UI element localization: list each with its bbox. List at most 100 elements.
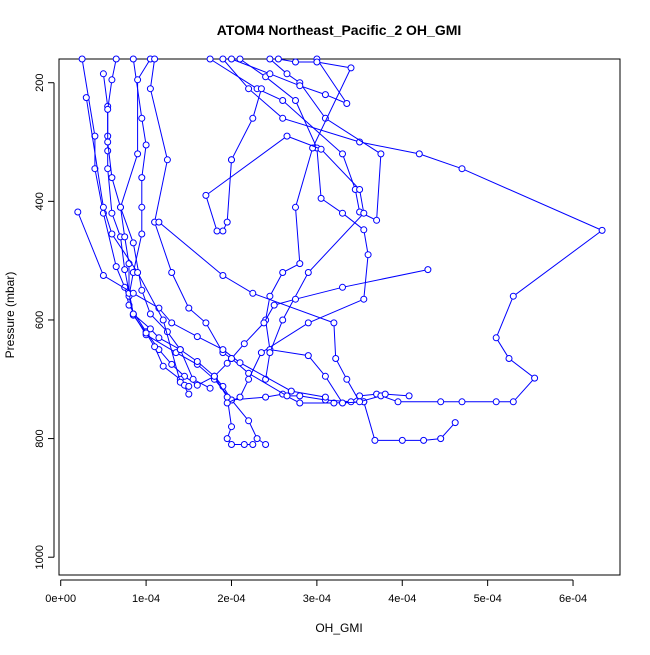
data-point	[356, 186, 364, 193]
data-point	[219, 227, 227, 235]
data-point	[168, 269, 176, 276]
data-point	[146, 85, 154, 93]
series-6	[146, 55, 606, 406]
series-line	[128, 58, 190, 395]
data-point	[168, 360, 176, 368]
data-point	[371, 436, 379, 444]
data-point	[304, 352, 312, 360]
data-point	[262, 393, 270, 401]
series-4	[125, 55, 193, 398]
data-point	[492, 398, 500, 406]
x-axis: 0e+00 1e-04 2e-04 3e-04 4e-04 5e-04 6e-04	[45, 579, 587, 605]
data-point	[129, 289, 137, 297]
data-point	[405, 392, 413, 400]
series-15	[228, 85, 265, 164]
series-10	[262, 55, 368, 407]
data-point	[509, 398, 517, 406]
data-point	[219, 55, 227, 63]
data-point	[420, 436, 428, 444]
series-layer	[74, 55, 606, 448]
data-point	[104, 147, 112, 155]
data-point	[121, 266, 129, 274]
data-point	[78, 55, 86, 63]
data-point	[228, 423, 235, 431]
data-point	[202, 319, 210, 327]
data-point	[249, 441, 257, 448]
data-point	[202, 191, 210, 199]
data-point	[356, 398, 364, 406]
data-point	[193, 333, 201, 341]
data-point	[347, 64, 355, 72]
series-5	[117, 55, 214, 392]
data-point	[228, 441, 235, 448]
data-point	[321, 393, 329, 401]
data-point	[279, 114, 287, 122]
data-point	[398, 436, 406, 444]
x-tick-label: 6e-04	[559, 593, 587, 605]
series-line	[149, 58, 604, 403]
data-point	[151, 343, 159, 351]
data-point	[185, 304, 193, 312]
data-point	[245, 417, 253, 425]
data-point	[245, 375, 253, 383]
y-tick-label: 800	[34, 429, 46, 447]
data-point	[142, 329, 150, 337]
data-point	[159, 316, 167, 324]
data-point	[108, 174, 116, 182]
data-point	[377, 150, 385, 158]
data-point	[364, 251, 372, 259]
series-2	[99, 70, 459, 444]
data-point	[138, 286, 146, 294]
data-point	[257, 85, 265, 93]
x-tick-label: 5e-04	[474, 593, 502, 605]
data-point	[138, 174, 146, 182]
data-point	[492, 334, 500, 342]
x-tick-label: 2e-04	[217, 593, 245, 605]
data-point	[213, 227, 221, 235]
data-point	[206, 55, 214, 63]
data-point	[185, 382, 193, 390]
data-point	[321, 91, 329, 99]
y-axis: 200 400 600 800 1000	[34, 74, 55, 569]
data-point	[138, 230, 146, 238]
data-point	[292, 58, 299, 66]
data-point	[332, 355, 340, 362]
data-point	[159, 362, 167, 370]
data-point	[274, 55, 282, 63]
data-point	[509, 292, 517, 300]
data-point	[283, 70, 291, 78]
series-8	[223, 55, 372, 407]
data-point	[240, 441, 248, 448]
data-point	[104, 105, 112, 113]
data-point	[163, 156, 171, 164]
data-point	[99, 203, 107, 211]
series-line	[107, 58, 253, 445]
x-tick-label: 1e-04	[132, 593, 160, 605]
series-line	[81, 58, 266, 445]
data-point	[99, 272, 107, 279]
data-point	[193, 358, 201, 365]
data-point	[339, 399, 346, 407]
data-point	[266, 70, 274, 78]
data-point	[304, 319, 312, 327]
data-point	[458, 398, 466, 406]
data-point	[223, 393, 231, 401]
data-point	[415, 150, 423, 158]
data-point	[134, 150, 142, 158]
data-point	[228, 55, 235, 63]
data-point	[219, 272, 227, 279]
data-point	[134, 269, 142, 276]
data-point	[283, 132, 291, 140]
data-point	[437, 398, 445, 406]
data-point	[253, 435, 261, 443]
data-point	[292, 203, 299, 211]
data-point	[138, 203, 146, 211]
data-point	[108, 76, 116, 84]
data-point	[223, 435, 231, 443]
series-line	[77, 211, 326, 398]
series-line	[265, 58, 364, 404]
y-tick-label: 600	[34, 311, 46, 329]
data-point	[373, 216, 381, 224]
data-point	[121, 233, 129, 241]
